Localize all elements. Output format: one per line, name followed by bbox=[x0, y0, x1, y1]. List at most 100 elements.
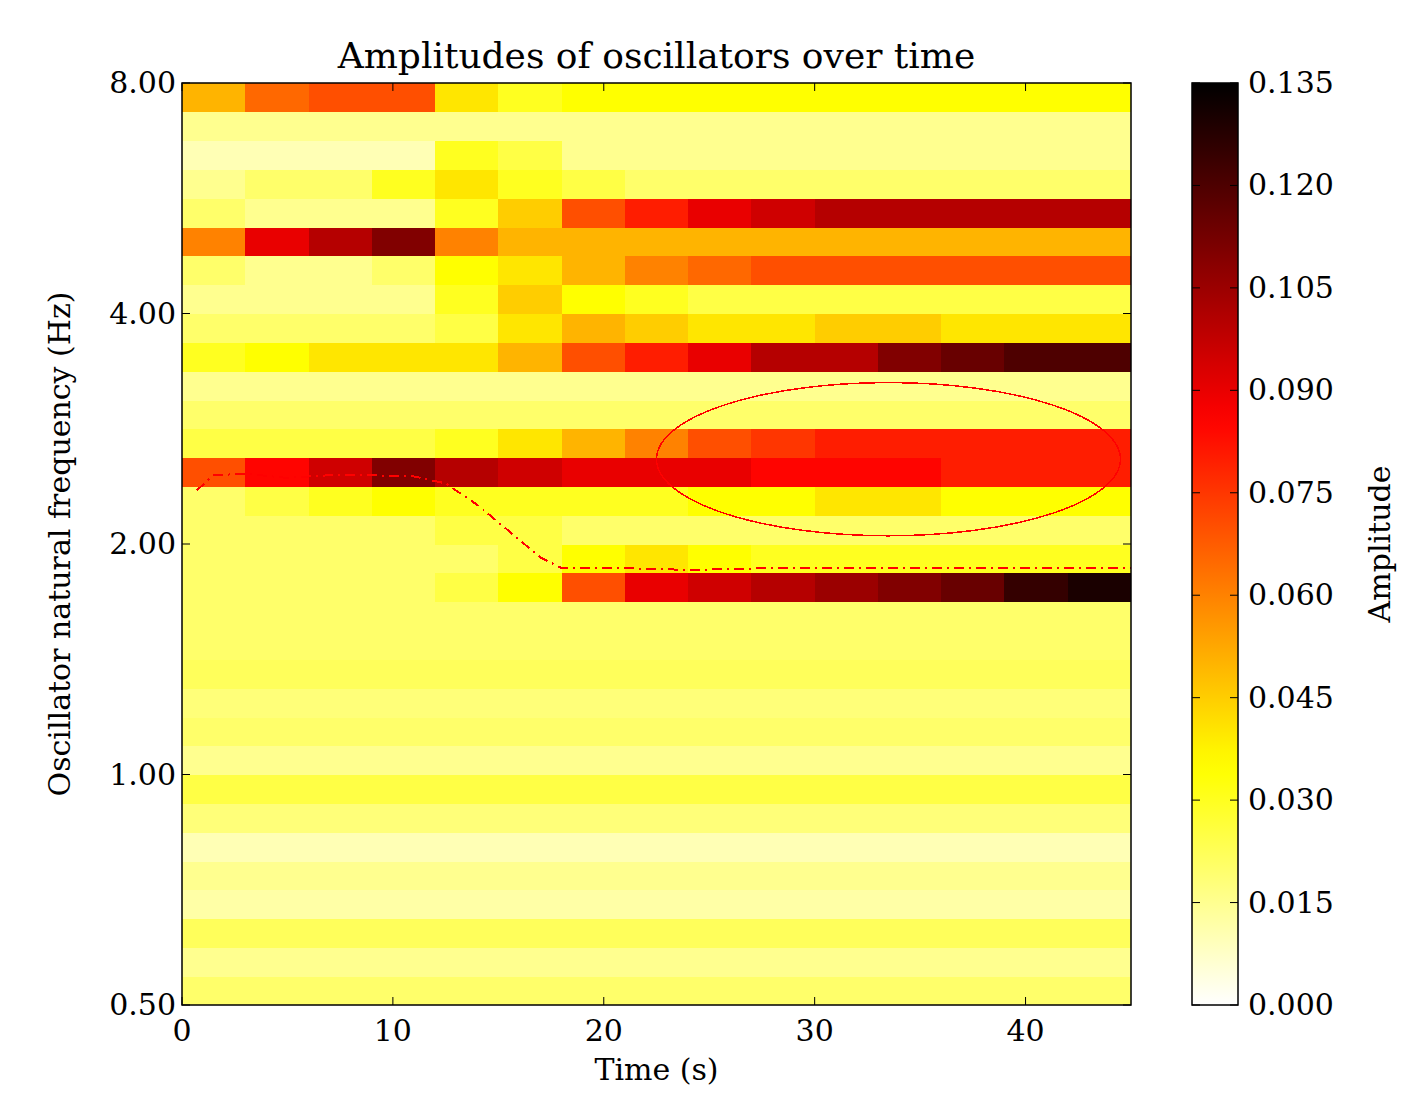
cell bbox=[1068, 342, 1131, 371]
cell bbox=[182, 544, 246, 573]
cell bbox=[245, 400, 309, 429]
cell bbox=[878, 285, 942, 314]
cell bbox=[688, 429, 752, 458]
cell bbox=[498, 400, 562, 429]
cell bbox=[1004, 947, 1068, 977]
cell bbox=[688, 314, 752, 343]
cell bbox=[562, 803, 626, 832]
cell bbox=[815, 717, 879, 746]
cell bbox=[1004, 861, 1068, 890]
cell bbox=[372, 285, 436, 314]
cell bbox=[498, 342, 562, 371]
colorbar-tick bbox=[1192, 492, 1200, 493]
cell bbox=[1004, 717, 1068, 746]
cell bbox=[1004, 458, 1068, 488]
y-tick bbox=[182, 83, 190, 84]
cell bbox=[1004, 890, 1068, 920]
cell bbox=[1004, 141, 1068, 170]
cell bbox=[309, 688, 373, 718]
cell bbox=[815, 227, 879, 256]
cell bbox=[309, 717, 373, 746]
cell bbox=[815, 890, 879, 920]
cell bbox=[688, 976, 752, 1005]
cell bbox=[309, 832, 373, 861]
cell bbox=[878, 630, 942, 659]
cell bbox=[435, 544, 499, 573]
cell bbox=[815, 256, 879, 285]
cell bbox=[372, 83, 436, 112]
cell bbox=[182, 515, 246, 544]
cell bbox=[562, 861, 626, 890]
cell bbox=[751, 775, 815, 804]
colorbar-tick bbox=[1230, 83, 1238, 84]
x-tick-label: 20 bbox=[585, 1013, 623, 1048]
cell bbox=[562, 429, 626, 458]
cell bbox=[688, 688, 752, 718]
cell bbox=[941, 861, 1005, 890]
cell bbox=[245, 775, 309, 804]
cell bbox=[562, 342, 626, 371]
cell bbox=[815, 602, 879, 631]
cell bbox=[878, 458, 942, 488]
y-tick bbox=[182, 313, 190, 314]
cell bbox=[498, 775, 562, 804]
cell bbox=[1004, 832, 1068, 861]
cell bbox=[435, 429, 499, 458]
cell bbox=[878, 141, 942, 170]
cell bbox=[562, 458, 626, 488]
cell bbox=[372, 112, 436, 141]
cell bbox=[878, 803, 942, 832]
cell bbox=[309, 861, 373, 890]
cell bbox=[751, 169, 815, 198]
cell bbox=[1004, 112, 1068, 141]
cell bbox=[941, 400, 1005, 429]
cell bbox=[625, 890, 689, 920]
cell bbox=[941, 141, 1005, 170]
cell bbox=[372, 544, 436, 573]
cell bbox=[498, 717, 562, 746]
colorbar-tick-label: 0.090 bbox=[1248, 372, 1334, 407]
cell bbox=[498, 141, 562, 170]
cell bbox=[309, 458, 373, 488]
cell bbox=[815, 832, 879, 861]
y-tick bbox=[182, 1005, 190, 1006]
cell bbox=[245, 919, 309, 948]
colorbar-tick bbox=[1230, 390, 1238, 391]
cell bbox=[751, 659, 815, 688]
colorbar-tick bbox=[1230, 800, 1238, 801]
cell bbox=[941, 314, 1005, 343]
cell bbox=[688, 458, 752, 488]
cell bbox=[245, 371, 309, 400]
cell bbox=[182, 458, 246, 488]
cell bbox=[815, 112, 879, 141]
colorbar-tick-label: 0.060 bbox=[1248, 577, 1334, 612]
cell bbox=[372, 458, 436, 488]
cell bbox=[372, 342, 436, 371]
cell bbox=[182, 141, 246, 170]
cell bbox=[815, 803, 879, 832]
cell bbox=[1068, 976, 1131, 1005]
cell bbox=[372, 602, 436, 631]
cell bbox=[498, 83, 562, 112]
cell bbox=[878, 947, 942, 977]
cell bbox=[815, 515, 879, 544]
cell bbox=[309, 919, 373, 948]
cell bbox=[1068, 832, 1131, 861]
cell bbox=[309, 947, 373, 977]
cell bbox=[562, 775, 626, 804]
cell bbox=[751, 371, 815, 400]
colorbar-tick bbox=[1192, 697, 1200, 698]
cell bbox=[878, 832, 942, 861]
cell bbox=[1068, 775, 1131, 804]
cell bbox=[245, 198, 309, 227]
cell bbox=[688, 861, 752, 890]
cell bbox=[435, 486, 499, 515]
cell bbox=[435, 861, 499, 890]
cell bbox=[182, 890, 246, 920]
cell bbox=[562, 314, 626, 343]
cell bbox=[1068, 83, 1131, 112]
cell bbox=[625, 717, 689, 746]
cell bbox=[1068, 314, 1131, 343]
cell bbox=[815, 429, 879, 458]
cell bbox=[372, 976, 436, 1005]
